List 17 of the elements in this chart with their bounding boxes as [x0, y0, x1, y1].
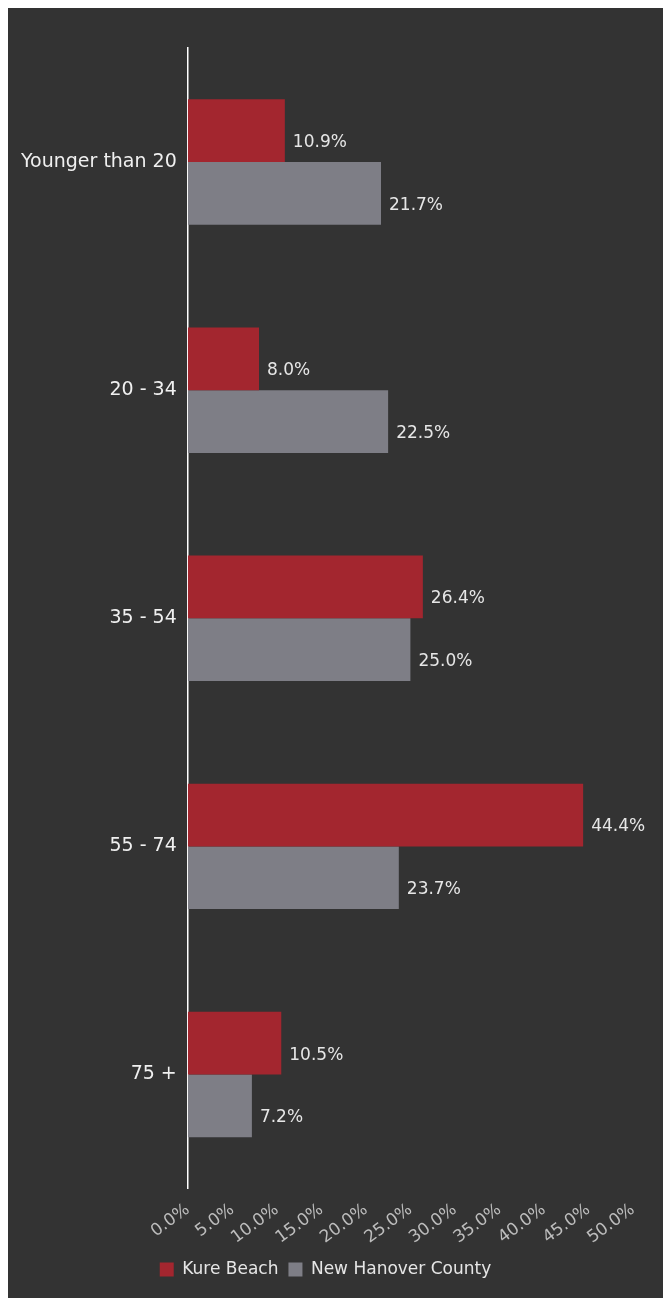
- data-label: 25.0%: [418, 650, 473, 671]
- data-label: 7.2%: [259, 1106, 304, 1127]
- data-label: 10.5%: [289, 1043, 344, 1064]
- y-tick-label: 20 - 34: [109, 377, 177, 400]
- data-label: 10.9%: [292, 131, 347, 152]
- data-label: 23.7%: [406, 878, 461, 899]
- legend-label: New Hanover County: [310, 1257, 492, 1278]
- y-tick-label: 75 +: [130, 1061, 177, 1084]
- data-label: 8.0%: [267, 359, 311, 380]
- data-label: 26.4%: [430, 587, 485, 608]
- data-label: 21.7%: [389, 193, 444, 214]
- y-tick-label: 35 - 54: [109, 605, 177, 628]
- data-label: 44.4%: [591, 815, 646, 836]
- data-label: 22.5%: [396, 421, 451, 442]
- y-tick-label: 55 - 74: [109, 833, 177, 856]
- legend-label: Kure Beach: [182, 1257, 279, 1278]
- y-tick-label: Younger than 20: [19, 148, 177, 171]
